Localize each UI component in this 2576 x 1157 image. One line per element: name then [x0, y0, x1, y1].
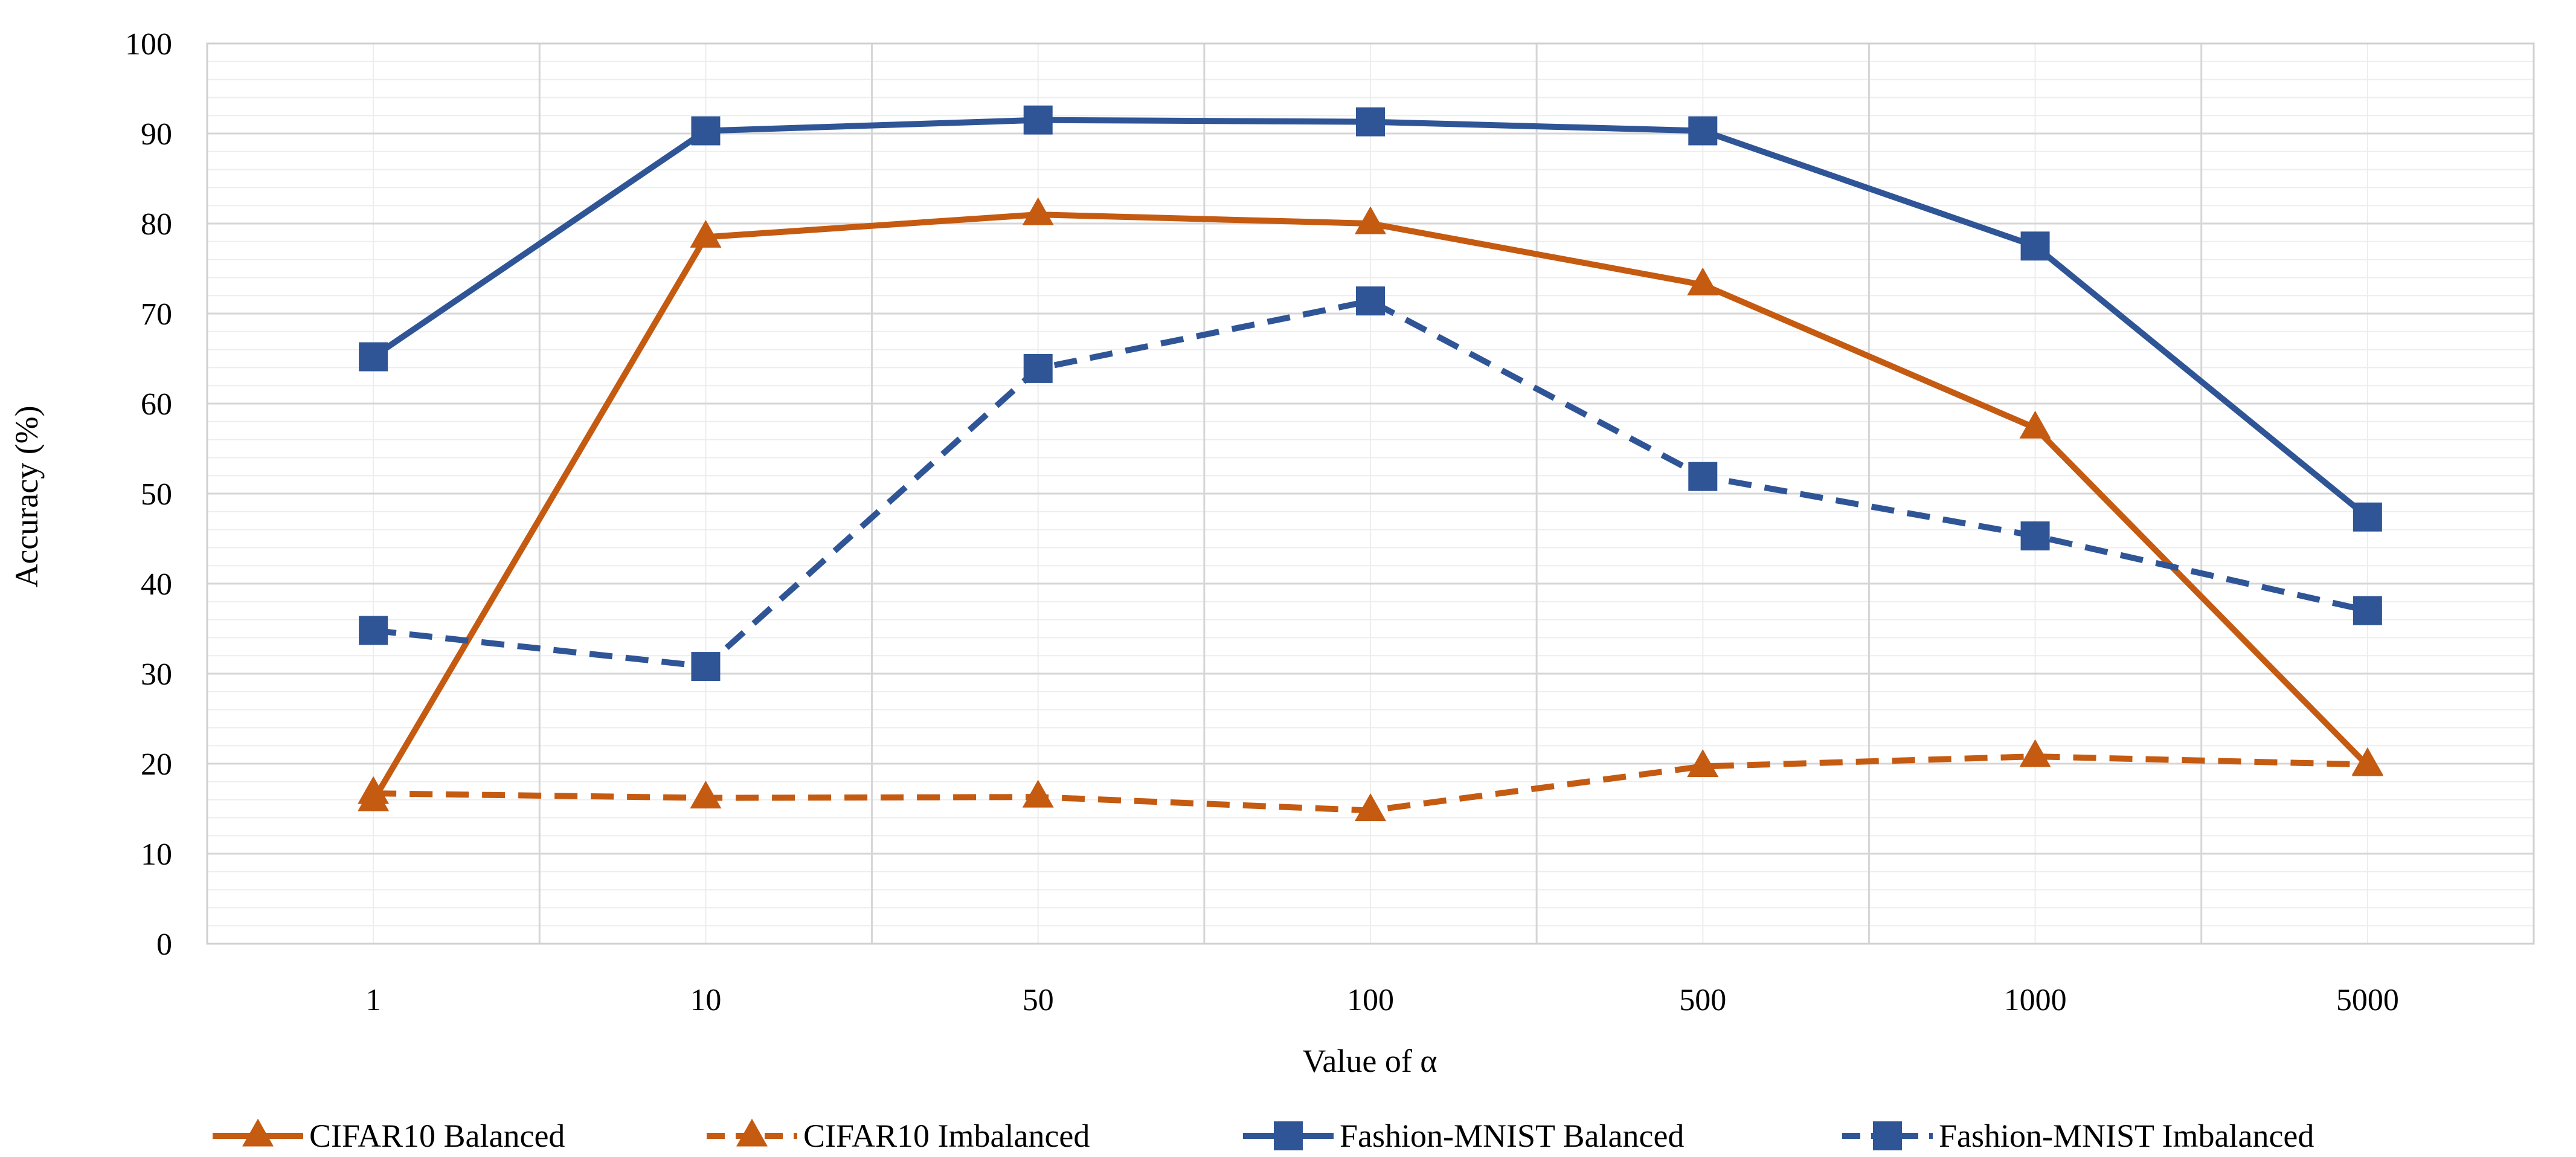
data-point	[2020, 231, 2050, 261]
data-point	[2019, 739, 2051, 767]
x-tick-label: 500	[1679, 983, 1726, 1017]
data-point	[1356, 107, 1385, 137]
legend-item-cifar10-imbalanced: CIFAR10 Imbalanced	[707, 1118, 1090, 1154]
y-axis-title: Accuracy (%)	[8, 405, 45, 587]
data-point	[691, 652, 721, 682]
x-tick-label: 10	[690, 983, 721, 1017]
x-tick-label: 100	[1347, 983, 1394, 1017]
x-tick-label: 1000	[2004, 983, 2067, 1017]
data-point	[1022, 197, 1054, 225]
plot-area-frame	[206, 42, 2535, 945]
y-tick-label: 50	[141, 477, 172, 512]
series-fashion-mnist-imbalanced	[359, 286, 2382, 682]
data-point	[690, 781, 722, 809]
series-cifar10-imbalanced	[358, 739, 2383, 821]
legend-label: CIFAR10 Imbalanced	[803, 1118, 1090, 1154]
data-point	[2020, 521, 2050, 551]
data-point	[2353, 502, 2382, 532]
legend-marker	[736, 1118, 768, 1147]
x-axis-title: Value of α	[1302, 1043, 1437, 1079]
data-point	[2353, 596, 2382, 625]
x-tick-label: 5000	[2336, 983, 2399, 1017]
legend-marker	[1274, 1121, 1303, 1150]
data-point	[1356, 286, 1385, 316]
data-point	[690, 219, 722, 248]
y-tick-label: 30	[141, 657, 172, 692]
plot-border	[206, 42, 2535, 945]
data-point	[1022, 779, 1054, 808]
y-tick-label: 60	[141, 387, 172, 422]
legend-item-cifar10-balanced: CIFAR10 Balanced	[213, 1118, 565, 1154]
minor-gridlines	[207, 44, 2534, 944]
x-tick-label: 1	[365, 983, 381, 1017]
y-tick-label: 0	[156, 927, 172, 962]
legend-item-fashion-mnist-imbalanced: Fashion-MNIST Imbalanced	[1842, 1118, 2314, 1154]
data-point	[691, 116, 721, 146]
legend-item-fashion-mnist-balanced: Fashion-MNIST Balanced	[1243, 1118, 1684, 1154]
data-point	[1355, 206, 1386, 234]
y-tick-label: 80	[141, 207, 172, 242]
x-tick-label: 50	[1023, 983, 1054, 1017]
legend-label: Fashion-MNIST Imbalanced	[1939, 1118, 2314, 1154]
legend: CIFAR10 Balanced CIFAR10 Imbalanced Fashio…	[213, 1118, 2314, 1154]
series-fashion-mnist-balanced	[359, 105, 2382, 532]
data-point	[2019, 410, 2051, 439]
legend-marker	[1873, 1121, 1902, 1150]
y-tick-label: 10	[141, 837, 172, 872]
data-point	[359, 342, 388, 372]
data-point	[2351, 747, 2383, 775]
y-tick-label: 40	[141, 567, 172, 602]
legend-marker	[242, 1118, 274, 1147]
legend-label: Fashion-MNIST Balanced	[1340, 1118, 1684, 1154]
data-point	[1355, 793, 1386, 821]
data-point	[1023, 353, 1053, 383]
data-point	[1688, 462, 1718, 491]
y-tick-label: 90	[141, 117, 172, 152]
x-axis-tick-labels: 1 10 50 100 500 1000 5000	[365, 983, 2399, 1017]
y-tick-label: 70	[141, 297, 172, 332]
y-tick-label: 20	[141, 747, 172, 782]
data-point	[1688, 116, 1718, 146]
data-point	[358, 776, 390, 804]
legend-label: CIFAR10 Balanced	[309, 1118, 565, 1154]
data-point	[1023, 105, 1053, 135]
data-point	[1687, 749, 1719, 777]
data-point	[1687, 267, 1719, 295]
series-layer	[358, 105, 2383, 821]
data-point	[359, 616, 388, 645]
y-axis-tick-labels: 0 10 20 30 40 50 60 70 80 90 100	[125, 27, 172, 962]
y-tick-label: 100	[125, 27, 172, 62]
